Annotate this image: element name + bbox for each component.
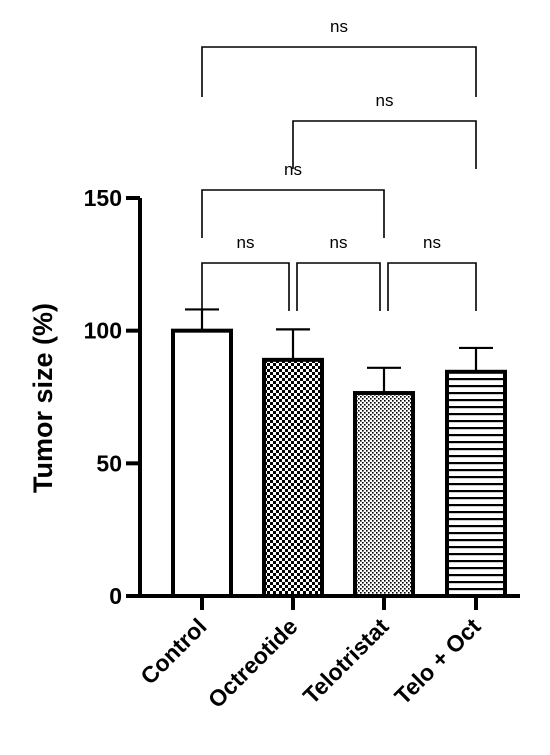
significance-bracket [201,262,290,311]
significance-label: ns [237,233,255,252]
x-tick-label: Telo + Oct [389,613,485,709]
y-tick-label: 150 [84,185,122,211]
y-tick-label: 100 [84,318,122,344]
x-tick-label: Octreotide [203,613,303,713]
y-tick-label: 0 [109,583,122,609]
significance-label: ns [330,17,348,36]
significance-bracket [387,262,477,311]
error-bars [185,308,493,394]
significance-bracket [201,46,477,97]
significance-label: ns [376,91,394,110]
significance-brackets: ns ns ns ns ns ns [201,17,477,311]
bar-octreotide [262,357,324,598]
significance-label: ns [330,233,348,252]
bar-telotristat [353,391,415,598]
bar-control [171,328,233,598]
bars [171,328,507,598]
y-axis: 0 50 100 150 [84,185,142,609]
x-tick-label: Telotristat [298,613,394,709]
x-tick-label: Control [135,613,211,689]
significance-bracket [292,120,477,169]
significance-label: ns [423,233,441,252]
y-tick-label: 50 [96,450,122,476]
significance-label: ns [284,160,302,179]
significance-bracket [296,262,381,311]
y-axis-title: Tumor size (%) [28,303,58,493]
bar-telo-oct [445,369,507,598]
significance-bracket [201,189,385,238]
